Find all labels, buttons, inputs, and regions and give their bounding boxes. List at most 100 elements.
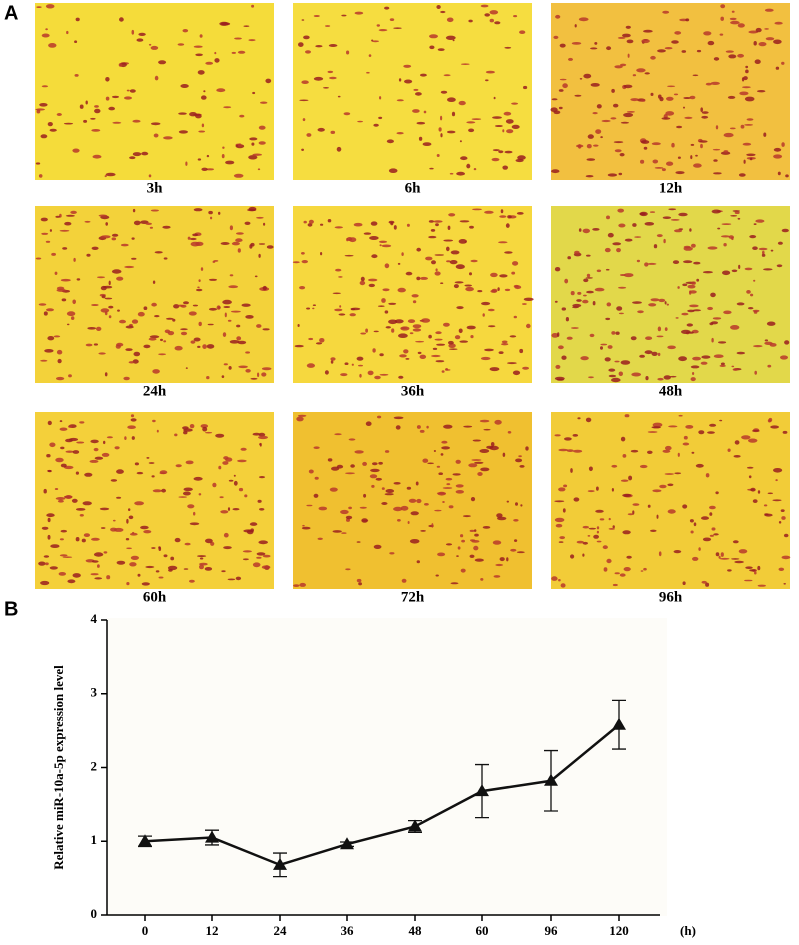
cell <box>626 111 635 113</box>
cell <box>70 210 77 214</box>
cell <box>757 490 761 494</box>
cell <box>715 491 719 495</box>
cell <box>86 253 91 257</box>
cell <box>623 84 633 89</box>
cell <box>432 347 438 350</box>
cell <box>469 225 474 229</box>
cell <box>570 291 575 296</box>
cell <box>498 150 504 154</box>
cell <box>38 174 43 178</box>
cell <box>611 331 616 335</box>
cell <box>344 254 354 257</box>
image-caption: 96h <box>659 589 683 605</box>
cell <box>100 235 111 239</box>
cell <box>568 57 573 61</box>
cell <box>582 553 585 557</box>
cell <box>781 555 791 560</box>
cell <box>79 104 84 109</box>
cell <box>644 72 650 75</box>
cell <box>359 506 367 509</box>
cell <box>427 462 434 465</box>
cell <box>372 348 376 353</box>
cell <box>193 208 203 212</box>
cell <box>59 229 70 232</box>
cell <box>363 232 372 235</box>
cell <box>116 276 124 281</box>
cell <box>41 526 49 530</box>
cell <box>480 467 490 472</box>
cell <box>738 173 746 177</box>
cell <box>707 306 713 311</box>
cell <box>504 251 513 254</box>
cell <box>81 538 86 543</box>
y-tick-label: 0 <box>91 906 98 921</box>
cell <box>213 260 219 262</box>
cell <box>150 122 161 126</box>
cell <box>754 59 761 64</box>
cell <box>230 310 241 313</box>
cell <box>781 228 789 233</box>
cell <box>59 427 68 431</box>
cell <box>100 527 106 529</box>
cell <box>214 58 220 63</box>
cell <box>413 88 419 91</box>
cell <box>308 469 314 474</box>
cell <box>618 223 626 228</box>
cell <box>163 554 168 558</box>
cell <box>668 425 678 428</box>
cell <box>57 499 64 503</box>
cell <box>773 468 783 473</box>
cell <box>221 570 226 573</box>
cell <box>63 122 74 125</box>
cell <box>564 278 569 284</box>
cell <box>520 504 523 507</box>
cell <box>470 335 474 339</box>
cell <box>435 223 439 227</box>
cell <box>577 291 582 295</box>
cell <box>570 554 575 559</box>
cell <box>588 376 594 379</box>
cell <box>699 140 708 143</box>
cell <box>313 15 320 17</box>
cell <box>611 464 618 468</box>
cell <box>229 274 234 277</box>
cell <box>393 482 401 485</box>
cell <box>573 449 583 453</box>
cell <box>443 239 454 242</box>
cell <box>614 360 620 363</box>
cell <box>350 464 355 468</box>
cell <box>148 174 152 178</box>
cell <box>315 45 323 48</box>
cell <box>465 286 474 292</box>
cell <box>576 299 582 302</box>
cell <box>261 372 267 377</box>
cell <box>75 17 80 22</box>
cell <box>357 120 363 123</box>
cell <box>75 471 79 475</box>
cell <box>152 369 160 374</box>
cell <box>721 223 732 226</box>
cell <box>79 514 84 517</box>
cell <box>525 446 529 451</box>
cell <box>551 333 559 338</box>
cell <box>245 315 254 319</box>
plot-area <box>107 618 667 916</box>
cell <box>150 209 159 212</box>
cell <box>384 310 389 314</box>
cell <box>608 517 611 521</box>
cell <box>505 119 514 124</box>
cell <box>586 290 594 294</box>
cell <box>449 172 454 175</box>
cell <box>265 78 272 84</box>
cell <box>445 368 448 371</box>
cell <box>596 269 602 273</box>
cell <box>446 483 451 486</box>
micrograph <box>35 3 274 180</box>
cell <box>62 247 68 250</box>
cell <box>613 141 624 144</box>
cell <box>692 356 701 361</box>
cell <box>119 17 124 22</box>
cell <box>36 6 42 8</box>
cell <box>305 50 311 54</box>
